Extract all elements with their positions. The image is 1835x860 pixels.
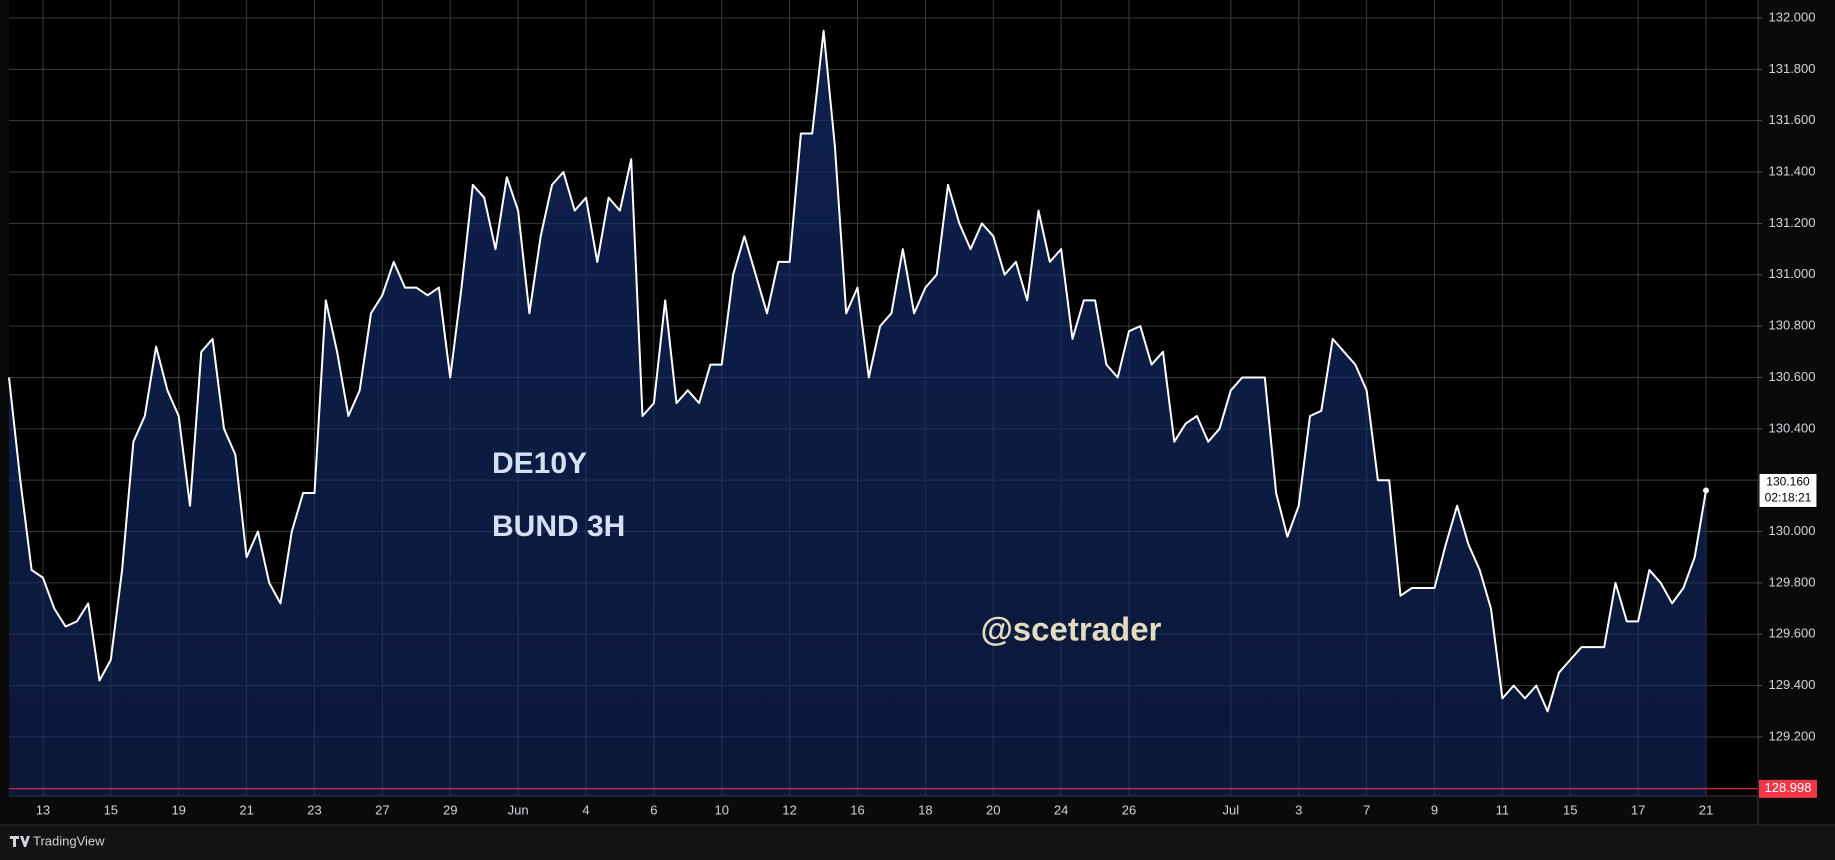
annotation: BUND 3H [492, 510, 625, 543]
x-tick-label: Jul [1223, 802, 1240, 817]
y-tick-label: 131.400 [1769, 163, 1816, 178]
y-tick-label: 131.200 [1769, 215, 1816, 230]
x-tick-label: 15 [104, 802, 118, 817]
x-tick-label: 21 [1699, 802, 1713, 817]
x-tick-label: 21 [239, 802, 253, 817]
x-tick-label: 13 [36, 802, 50, 817]
x-tick-label: 29 [443, 802, 457, 817]
x-tick-label: 7 [1363, 802, 1370, 817]
countdown-label: 02:18:21 [1765, 491, 1812, 505]
y-tick-label: 132.000 [1769, 9, 1816, 24]
x-tick-label: 3 [1295, 802, 1302, 817]
brand[interactable]: TradingView [33, 833, 105, 848]
x-tick-label: 11 [1496, 802, 1510, 817]
x-tick-label: 19 [171, 802, 185, 817]
y-tick-label: 129.800 [1769, 574, 1816, 589]
x-tick-label: 18 [918, 802, 932, 817]
x-tick-label: 16 [850, 802, 864, 817]
y-tick-label: 129.400 [1769, 677, 1816, 692]
brand-logo [10, 836, 30, 847]
footer-bar [0, 825, 1835, 860]
watermark: @scetrader [981, 611, 1162, 648]
x-tick-label: 9 [1431, 802, 1438, 817]
y-tick-label: 129.600 [1769, 626, 1816, 641]
y-tick-label: 131.600 [1769, 112, 1816, 127]
y-tick-label: 131.800 [1769, 61, 1816, 76]
y-tick-label: 130.800 [1769, 318, 1816, 333]
x-tick-label: 20 [986, 802, 1000, 817]
y-tick-label: 130.000 [1769, 523, 1816, 538]
marker-label-bg [1759, 779, 1817, 798]
area-fill [9, 30, 1706, 797]
x-tick-label: 4 [582, 802, 589, 817]
last-price-bg [1758, 472, 1818, 508]
marker-label: 128.998 [1765, 780, 1812, 795]
last-point [1703, 487, 1709, 494]
x-tick-label: 23 [307, 802, 321, 817]
x-tick-label: 17 [1631, 802, 1645, 817]
x-tick-label: 6 [650, 802, 657, 817]
last-price-label: 130.160 [1766, 475, 1810, 489]
annotation: DE10Y [492, 447, 587, 480]
y-tick-label: 131.000 [1769, 266, 1816, 281]
y-tick-label: 130.600 [1769, 369, 1816, 384]
x-tick-label: Jun [508, 802, 529, 817]
x-tick-label: 12 [782, 802, 796, 817]
y-tick-label: 129.200 [1769, 728, 1816, 743]
x-tick-label: 24 [1054, 802, 1068, 817]
x-tick-label: 26 [1122, 802, 1136, 817]
x-tick-label: 10 [715, 802, 729, 817]
price-line [8, 29, 1707, 713]
y-tick-label: 130.400 [1769, 420, 1816, 435]
x-tick-label: 27 [375, 802, 389, 817]
x-tick-label: 15 [1563, 802, 1577, 817]
